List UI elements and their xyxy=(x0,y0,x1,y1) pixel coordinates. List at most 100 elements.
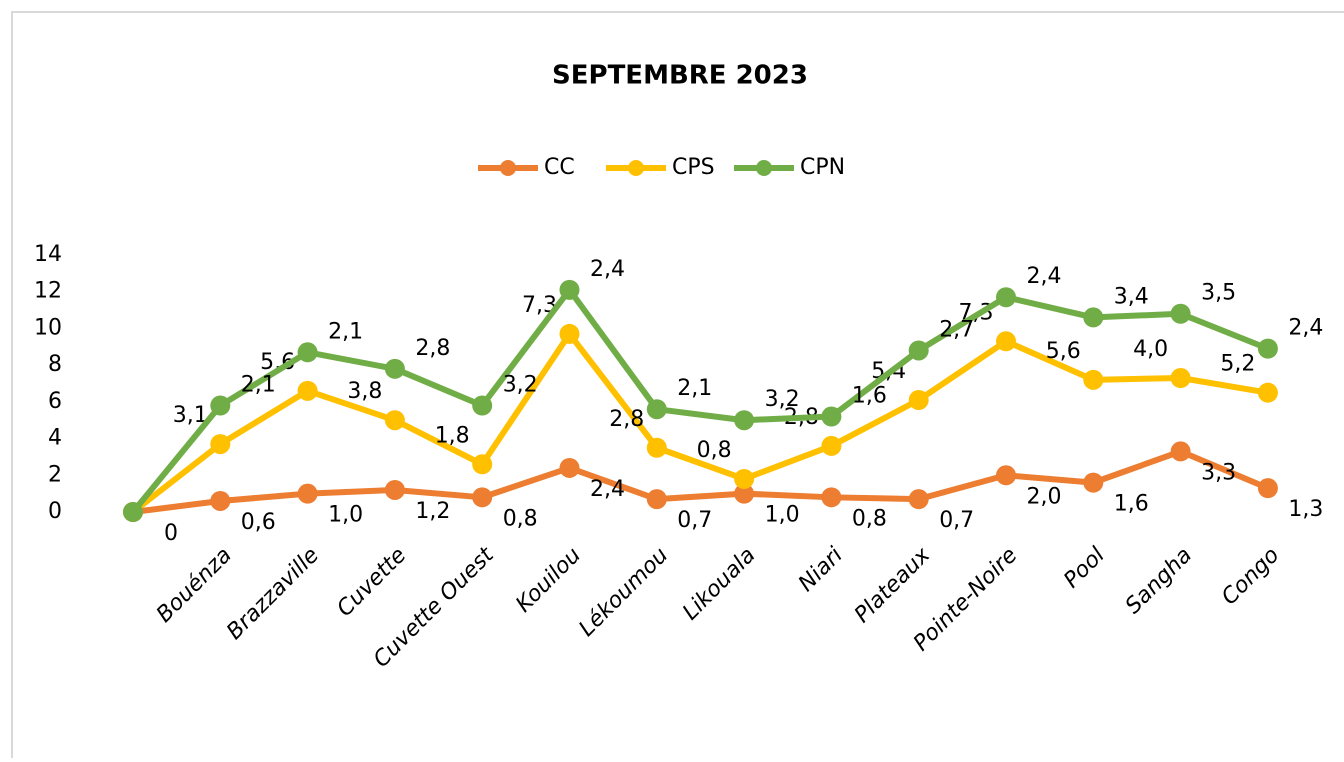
y-tick-label: 12 xyxy=(34,279,62,304)
data-point xyxy=(1083,369,1104,390)
data-label: 3,5 xyxy=(1201,281,1236,306)
data-label: 2,1 xyxy=(328,319,363,344)
chart-frame xyxy=(11,11,1344,762)
data-point xyxy=(384,410,405,431)
data-label: 2,8 xyxy=(415,336,450,361)
chart-title: SEPTEMBRE 2023 xyxy=(552,61,808,91)
data-point xyxy=(297,380,318,401)
data-label: 2,4 xyxy=(590,477,625,502)
data-label: 0,8 xyxy=(503,506,538,531)
x-tick-label: Kouilou xyxy=(511,543,586,618)
data-point xyxy=(908,390,929,411)
data-label: 2,4 xyxy=(590,257,625,282)
data-point xyxy=(297,342,318,363)
data-point xyxy=(908,489,929,510)
data-point xyxy=(210,490,231,511)
data-point xyxy=(646,399,667,420)
data-point xyxy=(646,437,667,458)
x-tick-label: Plateaux xyxy=(850,542,936,628)
data-label: 2,8 xyxy=(609,407,644,432)
data-label: 2,7 xyxy=(939,317,974,342)
x-tick-label: Lékoumou xyxy=(574,543,673,642)
data-point xyxy=(996,465,1016,486)
data-label: 3,8 xyxy=(347,379,382,404)
data-point xyxy=(123,502,143,522)
x-tick-label: Congo xyxy=(1217,543,1284,610)
data-point xyxy=(210,434,231,455)
series-line xyxy=(132,448,1270,515)
data-label: 5,6 xyxy=(1046,339,1081,364)
data-point xyxy=(734,483,755,504)
x-tick-label: Likouala xyxy=(678,543,760,625)
data-label: 4,0 xyxy=(1133,337,1168,362)
data-label: 0,8 xyxy=(697,438,732,463)
legend-marker xyxy=(500,160,516,176)
data-point xyxy=(472,395,493,416)
y-tick-label: 14 xyxy=(34,242,62,267)
data-label: 0,8 xyxy=(852,506,887,531)
data-label: 1,0 xyxy=(765,503,800,528)
data-point xyxy=(1170,441,1191,462)
data-label: 0,6 xyxy=(241,510,276,535)
data-label: 0,7 xyxy=(939,508,974,533)
data-point xyxy=(384,358,405,379)
data-point xyxy=(1170,367,1191,388)
data-label: 3,2 xyxy=(503,373,538,398)
data-point xyxy=(734,410,755,431)
data-point xyxy=(384,479,405,500)
data-point xyxy=(1083,472,1104,493)
legend-label: CPS xyxy=(672,155,715,180)
y-tick-label: 4 xyxy=(48,426,62,451)
data-point xyxy=(1257,382,1278,403)
x-tick-label: Bouénza xyxy=(152,543,237,628)
data-point xyxy=(908,340,929,361)
data-label: 3,3 xyxy=(1201,460,1236,485)
data-label: 1,8 xyxy=(435,423,470,448)
data-label: 0,7 xyxy=(677,508,712,533)
y-tick-label: 8 xyxy=(48,352,62,377)
data-label: 3,4 xyxy=(1114,284,1149,309)
data-point xyxy=(559,457,580,478)
data-label: 1,0 xyxy=(328,503,363,528)
legend-label: CPN xyxy=(800,155,845,180)
data-point xyxy=(821,406,842,427)
data-label: 2,1 xyxy=(241,373,276,398)
data-point xyxy=(821,435,842,456)
data-label: 2,4 xyxy=(1288,316,1323,341)
x-tick-label: Niari xyxy=(794,543,848,597)
data-point xyxy=(821,487,842,508)
data-label: 2,0 xyxy=(1027,484,1062,509)
data-point xyxy=(297,483,318,504)
y-tick-label: 2 xyxy=(48,462,62,487)
data-label: 1,6 xyxy=(1114,492,1149,517)
data-label: 0 xyxy=(164,521,178,546)
data-label: 1,3 xyxy=(1288,497,1323,522)
data-label: 1,2 xyxy=(415,499,450,524)
y-tick-label: 6 xyxy=(48,389,62,414)
data-point xyxy=(734,468,755,489)
x-tick-label: Sangha xyxy=(1121,543,1197,619)
data-point xyxy=(559,279,580,300)
data-point xyxy=(1083,307,1104,328)
data-label: 2,4 xyxy=(1027,264,1062,289)
data-point xyxy=(996,331,1016,352)
y-tick-label: 0 xyxy=(48,499,62,524)
data-point xyxy=(210,395,231,416)
data-point xyxy=(996,287,1016,308)
legend-marker xyxy=(628,160,644,176)
data-label: 5,2 xyxy=(1220,352,1255,377)
data-point xyxy=(559,323,580,344)
y-tick-label: 10 xyxy=(34,315,62,340)
data-point xyxy=(646,489,667,510)
data-point xyxy=(1170,303,1191,324)
data-label: 1,6 xyxy=(852,384,887,409)
data-point xyxy=(472,487,493,508)
series-line xyxy=(130,286,1270,514)
x-tick-label: Cuvette xyxy=(332,543,411,622)
data-label: 3,2 xyxy=(765,387,800,412)
data-point xyxy=(472,454,493,475)
x-tick-label: Pool xyxy=(1059,543,1109,593)
legend-label: CC xyxy=(544,155,575,180)
data-label: 2,1 xyxy=(677,376,712,401)
